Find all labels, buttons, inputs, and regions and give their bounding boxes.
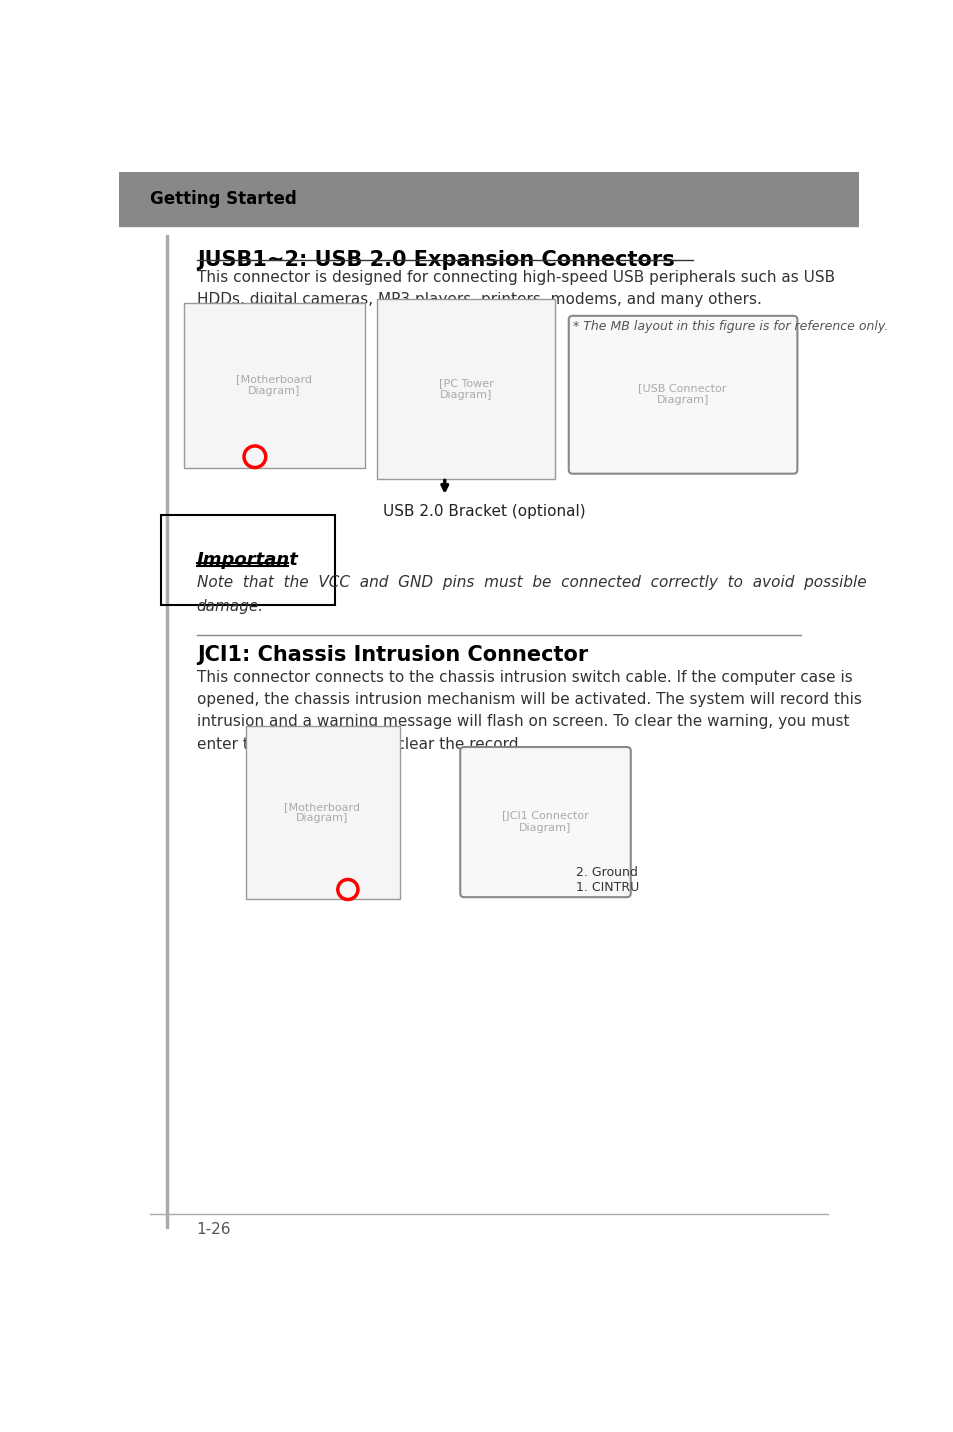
Text: JCI1: Chassis Intrusion Connector: JCI1: Chassis Intrusion Connector (196, 644, 587, 664)
Text: Important: Important (196, 551, 298, 569)
Text: JUSB1~2: USB 2.0 Expansion Connectors: JUSB1~2: USB 2.0 Expansion Connectors (196, 251, 674, 271)
Text: Note  that  the  VCC  and  GND  pins  must  be  connected  correctly  to  avoid : Note that the VCC and GND pins must be c… (196, 576, 865, 614)
Text: This connector connects to the chassis intrusion switch cable. If the computer c: This connector connects to the chassis i… (196, 670, 861, 752)
FancyBboxPatch shape (377, 299, 555, 480)
Text: USB 2.0 Bracket (optional): USB 2.0 Bracket (optional) (382, 504, 585, 520)
Text: 2. Ground
1. CINTRU: 2. Ground 1. CINTRU (576, 866, 639, 895)
Text: [Motherboard
Diagram]: [Motherboard Diagram] (284, 802, 360, 823)
Text: [Motherboard
Diagram]: [Motherboard Diagram] (236, 374, 312, 395)
Bar (166, 235, 168, 1229)
FancyBboxPatch shape (459, 748, 630, 898)
FancyBboxPatch shape (568, 316, 797, 474)
Text: [PC Tower
Diagram]: [PC Tower Diagram] (438, 378, 494, 400)
Text: Getting Started: Getting Started (150, 190, 296, 208)
Text: [USB Connector
Diagram]: [USB Connector Diagram] (638, 384, 726, 405)
Text: This connector is designed for connecting high-speed USB peripherals such as USB: This connector is designed for connectin… (196, 269, 834, 306)
Bar (119, 172, 858, 226)
Text: * The MB layout in this figure is for reference only.: * The MB layout in this figure is for re… (572, 319, 887, 332)
FancyBboxPatch shape (183, 302, 365, 467)
Bar (166, 235, 827, 1229)
Text: 1-26: 1-26 (196, 1221, 231, 1237)
FancyBboxPatch shape (245, 726, 399, 899)
Text: [JCI1 Connector
Diagram]: [JCI1 Connector Diagram] (501, 811, 588, 832)
